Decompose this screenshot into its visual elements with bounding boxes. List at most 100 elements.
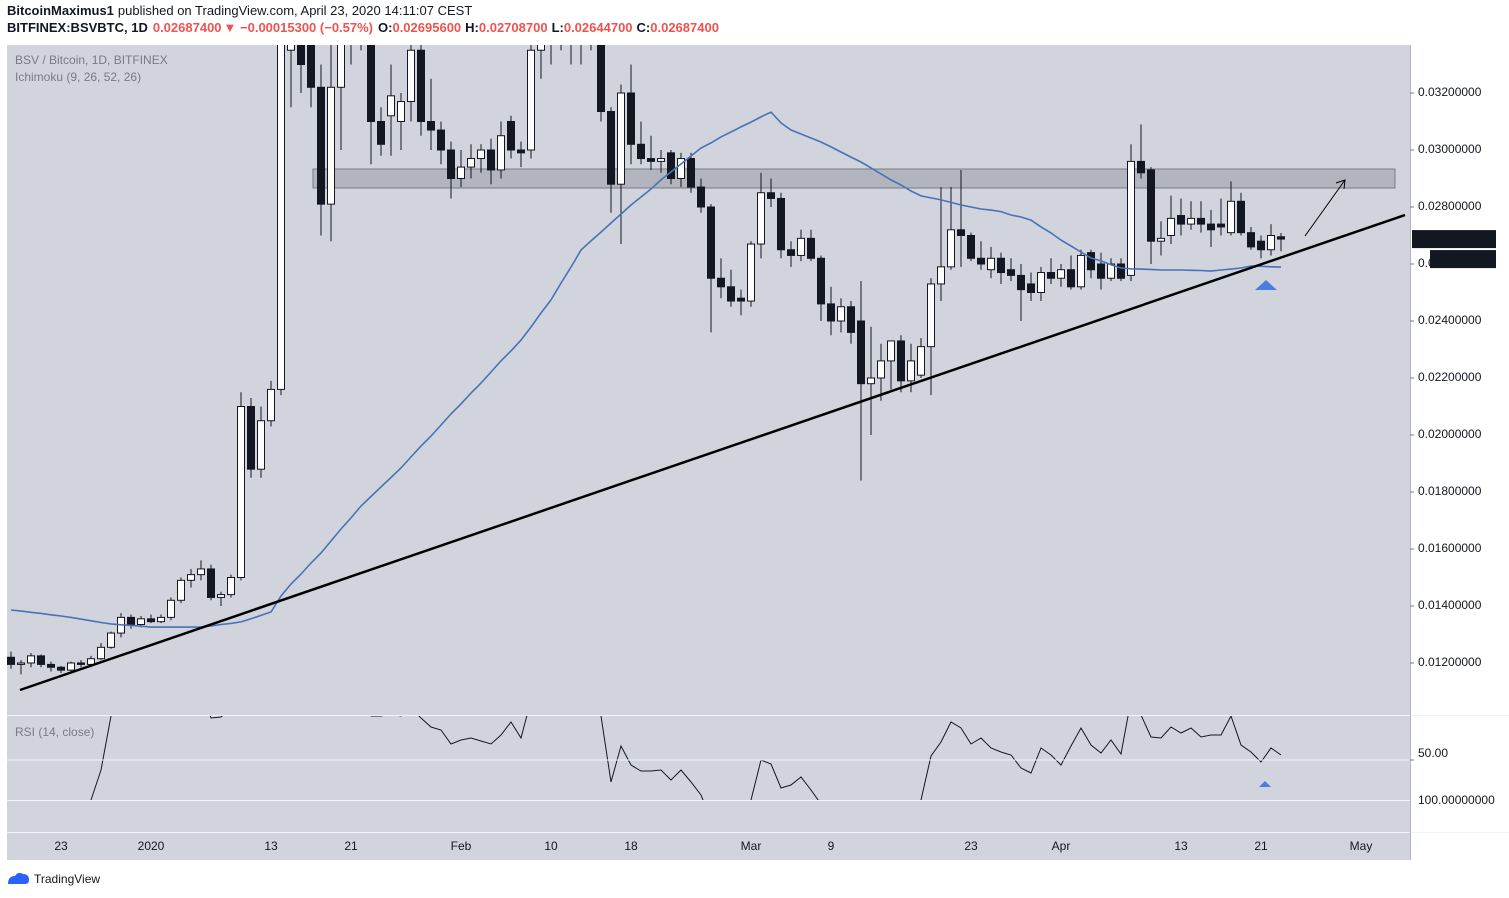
candle-body (687, 158, 695, 188)
candle-body (737, 297, 745, 302)
candle-body (1237, 200, 1245, 234)
candle-body (517, 149, 525, 154)
candle-body (27, 655, 35, 664)
candle-body (777, 197, 785, 251)
candle-body (797, 237, 805, 256)
candle-body (657, 158, 665, 162)
rsi-pane (90, 716, 1282, 800)
candle-body (957, 229, 965, 236)
candle-body (487, 149, 495, 171)
candle-body (277, 45, 285, 390)
y-tick-label: 0.02400000 (1418, 313, 1482, 327)
candle-body (897, 340, 905, 382)
y-tick-label: 0.01800000 (1418, 484, 1482, 498)
brand: TradingView (34, 872, 100, 886)
candle-body (407, 49, 415, 103)
chart-title: BSV / Bitcoin, 1D, BITFINEX (15, 53, 168, 67)
axis-note: 100.00000000 (1418, 793, 1495, 807)
candle-body (1127, 160, 1135, 276)
y-tick-label: 0.02200000 (1418, 370, 1482, 384)
candle-body (187, 574, 195, 581)
x-tick-label: 10 (544, 839, 558, 853)
candle-body (287, 45, 295, 51)
candle-body (757, 192, 765, 245)
x-tick-label: 21 (344, 839, 358, 853)
candle-body (307, 45, 315, 88)
series-line (90, 716, 1282, 800)
candle-body (667, 152, 675, 179)
quote-label: O: (378, 20, 392, 35)
candle-body (857, 320, 865, 385)
candle-body (578, 36, 585, 42)
candle-body (677, 158, 685, 179)
quote-label: C: (637, 20, 651, 35)
candle-body (1137, 160, 1145, 174)
plot-background (7, 45, 1410, 860)
candle-body (717, 277, 725, 288)
price-change: ▼ −0.00015300 (−0.57%) (224, 20, 373, 35)
axes: 23 2020 13 21 Feb 10 18 Mar 9 23 Apr 13 21 May 0.01200… (7, 85, 1496, 853)
candle-body (1227, 200, 1235, 234)
candle-body (467, 158, 475, 168)
candle-body (37, 655, 45, 665)
logo-icon (8, 872, 29, 884)
candle-body (77, 662, 85, 665)
candle-body (497, 135, 505, 171)
series-line (10, 111, 1282, 628)
candle-body (787, 249, 795, 256)
candle-body (887, 340, 895, 362)
y-tick-label: 50.00 (1418, 746, 1448, 760)
candle-body (1197, 217, 1205, 225)
candle-body (947, 229, 955, 268)
candle-body (1187, 217, 1195, 225)
x-tick-label: 23 (964, 839, 978, 853)
candle-body (837, 306, 845, 322)
candle-body (1147, 169, 1155, 242)
candle-body (477, 149, 485, 160)
y-tick-label: 0.03200000 (1418, 85, 1482, 99)
candle-body (827, 303, 835, 322)
candle-body (1277, 236, 1285, 240)
x-tick-label: 9 (828, 839, 835, 853)
candle-body (327, 86, 335, 205)
candle-body (847, 306, 855, 333)
candle-body (7, 656, 15, 665)
candle-body (237, 405, 245, 578)
candle-body (317, 86, 325, 205)
candle-body (527, 49, 535, 151)
candle-body (597, 45, 605, 113)
candle-body (907, 360, 915, 382)
quote-value: 0.02708700 (479, 20, 548, 35)
candle-body (927, 283, 935, 348)
candle-body (247, 405, 255, 470)
candle-body (177, 579, 185, 601)
candle-body (447, 149, 455, 179)
candle-body (297, 45, 305, 65)
y-tick-label: 0.02000000 (1418, 427, 1482, 441)
quote-value: 0.02644700 (564, 20, 633, 35)
candle-body (437, 129, 445, 151)
symbol: BITFINEX:BSVBTC, 1D (7, 20, 148, 35)
countdown-tag (1430, 250, 1496, 269)
legend-entry: Ichimoku (9, 26, 52, 26) (15, 70, 141, 84)
candle-body (267, 388, 275, 422)
last-price: 0.02687400 (153, 20, 222, 35)
candle-body (17, 662, 25, 665)
y-tick-label: 0.03000000 (1418, 142, 1482, 156)
candle-body (1047, 272, 1055, 279)
candle-body (387, 95, 395, 117)
candle-body (67, 662, 75, 671)
x-tick-label: 21 (1254, 839, 1268, 853)
candle-body (227, 576, 235, 596)
price-tag (1412, 230, 1496, 249)
marker-triangle (1259, 781, 1271, 787)
candle-body (537, 45, 545, 51)
main-pane (7, 36, 1406, 692)
trend-line (19, 213, 1406, 692)
header-line: BitcoinMaximus1 published on TradingView.… (7, 3, 472, 18)
candle-body (107, 632, 115, 648)
x-tick-label: 2020 (138, 839, 165, 853)
candle-body (47, 663, 55, 668)
price-tag-label: 0.02687400 (1422, 231, 1486, 245)
